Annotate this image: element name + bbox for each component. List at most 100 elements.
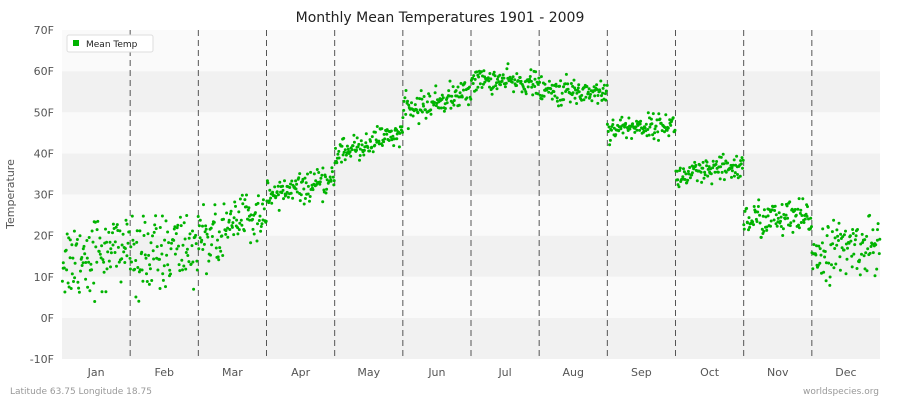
data-point [741,158,745,162]
data-point [111,222,115,226]
data-point [191,229,194,233]
data-point [385,132,389,136]
x-tick-label: Nov [767,366,789,379]
data-point [198,236,202,240]
data-point [131,238,135,242]
data-point [295,182,299,186]
data-point [135,240,139,244]
data-point [688,166,692,169]
data-point [366,146,370,149]
y-tick-label: 10F [34,271,54,284]
data-point [371,150,375,154]
data-point [245,193,248,197]
data-point [383,137,387,141]
data-point [476,85,480,89]
data-point [432,103,436,107]
data-point [184,251,188,254]
data-point [695,179,699,183]
data-point [291,196,295,200]
data-point [480,86,484,89]
data-point [454,89,458,93]
data-point [682,170,686,174]
data-point [858,258,861,262]
data-point [219,249,223,253]
x-tick-label: May [357,366,380,379]
x-tick-label: Sep [631,366,652,379]
data-point [239,218,243,222]
data-point [756,205,760,208]
data-point [646,111,650,115]
data-point [628,127,632,131]
data-point [246,208,250,212]
data-point [659,121,663,125]
data-point [142,234,146,237]
data-point [529,79,533,83]
data-point [825,234,829,238]
data-point [844,229,847,233]
data-point [238,197,242,201]
data-point [149,241,153,245]
data-point [105,240,109,244]
data-point [303,197,307,200]
data-point [312,172,316,176]
data-point [201,224,204,228]
data-point [281,184,285,188]
data-point [602,83,606,87]
data-point [83,252,87,256]
data-point [225,211,229,215]
data-point [243,198,247,202]
data-point [369,139,372,143]
data-point [232,233,236,237]
data-point [261,202,264,206]
data-point [657,138,660,142]
data-point [770,208,774,212]
data-point [830,263,833,267]
data-point [420,97,424,101]
data-point [877,252,881,256]
data-point [630,137,634,140]
data-point [71,256,75,260]
data-point [134,259,138,262]
data-point [758,213,762,217]
data-point [512,90,516,94]
data-point [325,187,329,191]
data-point [652,137,656,141]
data-point [235,218,239,222]
data-point [84,277,88,281]
data-point [586,90,590,94]
footer-source: worldspecies.org [803,387,879,397]
data-point [409,113,413,117]
data-point [842,233,846,237]
data-point [706,167,710,171]
data-point [89,262,93,266]
data-point [729,163,733,167]
data-point [538,80,542,84]
data-point [392,144,396,148]
data-point [81,247,85,251]
data-point [864,251,868,255]
data-point [797,223,800,227]
data-point [154,214,158,218]
data-point [98,252,102,256]
data-point [288,186,292,189]
data-point [657,112,661,116]
data-point [852,252,856,256]
data-point [210,243,214,247]
data-point [494,84,498,88]
data-point [217,258,221,262]
data-point [317,171,321,174]
data-point [777,211,781,215]
data-point [705,164,709,168]
data-point [334,146,337,150]
data-point [289,182,292,186]
data-point [718,177,722,181]
data-point [289,191,293,195]
data-point [503,85,507,89]
data-point [452,103,456,107]
data-point [467,103,470,107]
data-point [257,219,261,222]
data-point [759,235,763,239]
data-point [100,244,104,248]
data-point [500,79,504,83]
data-point [715,160,719,163]
